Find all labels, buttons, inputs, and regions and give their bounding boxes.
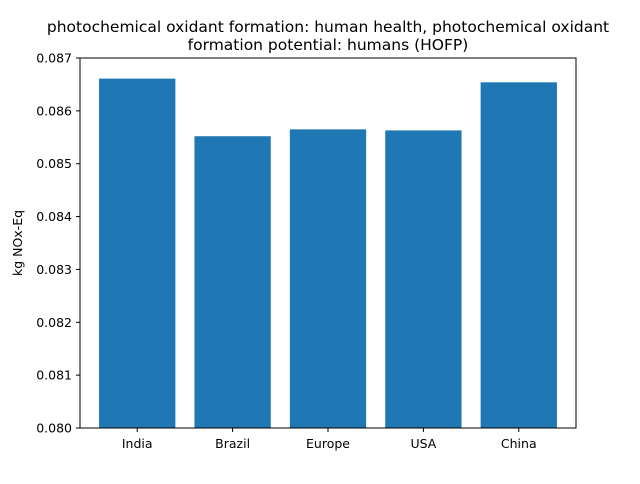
y-axis-ticks: 0.080 0.081 0.082 0.083 0.084 0.085 0.086 0.087 [36, 51, 80, 436]
y-tick-label: 0.087 [36, 51, 72, 66]
x-tick-label: USA [410, 436, 436, 451]
x-axis-ticks: India Brazil Europe USA China [122, 428, 537, 451]
y-tick-label: 0.080 [36, 421, 72, 436]
chart-title-line-1: photochemical oxidant formation: human h… [47, 18, 609, 36]
chart-title: photochemical oxidant formation: human h… [47, 18, 609, 54]
bar-europe [289, 129, 367, 428]
y-axis-label: kg NOx-Eq [10, 210, 25, 276]
x-tick-label: Brazil [215, 436, 250, 451]
y-tick-label: 0.086 [36, 103, 72, 118]
chart-title-line-2: formation potential: humans (HOFP) [188, 36, 469, 54]
y-tick-label: 0.081 [36, 368, 72, 383]
x-tick-label: China [501, 436, 537, 451]
plot-frame [79, 57, 577, 429]
bars [99, 78, 557, 429]
bar-usa [385, 130, 462, 428]
bar-brazil [194, 136, 271, 428]
x-tick-label: Europe [306, 436, 350, 451]
x-tick-label: India [122, 436, 153, 451]
y-tick-label: 0.085 [36, 156, 72, 171]
y-tick-label: 0.083 [36, 262, 72, 277]
y-tick-label: 0.082 [36, 315, 72, 330]
bar-india [99, 78, 176, 428]
bar-china [480, 82, 557, 429]
y-tick-label: 0.084 [36, 209, 72, 224]
